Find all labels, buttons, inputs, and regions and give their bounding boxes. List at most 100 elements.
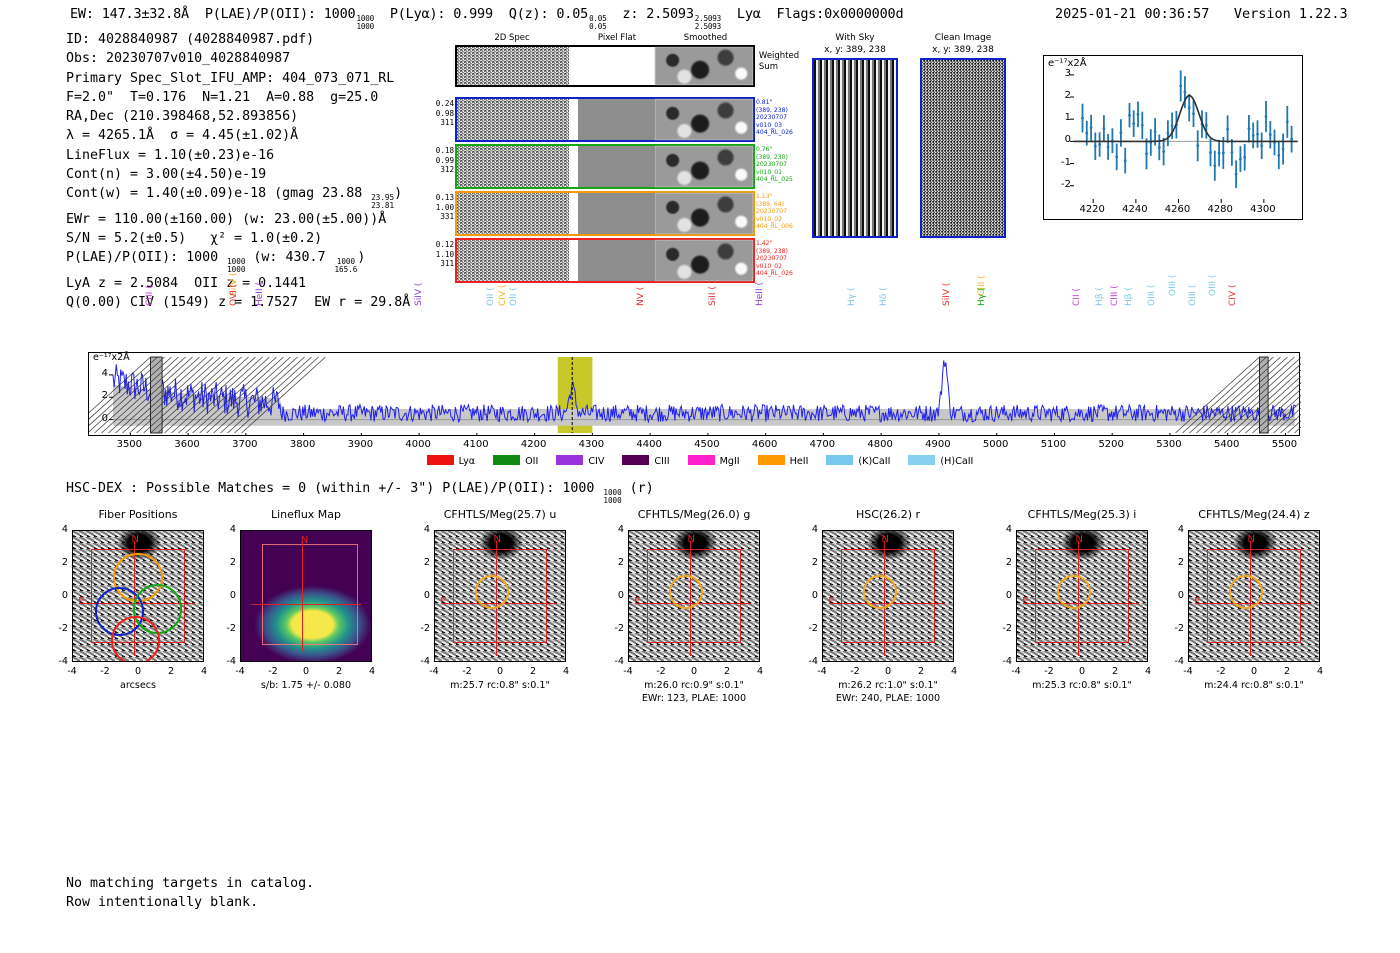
info-ewr: EWr = 110.00(±160.00) (w: 23.00(±5.00))Å bbox=[66, 211, 387, 227]
cutout-xtick: -2 bbox=[1044, 666, 1054, 677]
compass-north: N bbox=[881, 533, 889, 545]
cutout-xtick: 2 bbox=[529, 666, 537, 677]
linefit-ytick: 1 bbox=[1064, 112, 1071, 124]
cutout-caption-line1: m:25.7 rc:0.8" s:0.1" bbox=[450, 680, 550, 691]
spectrum-line-label: CIV ( bbox=[1228, 284, 1239, 306]
line-name: Lyα bbox=[736, 6, 761, 22]
cutout-caption: s/b: 1.75 +/- 0.080 bbox=[206, 680, 406, 693]
clean-image-stamp bbox=[920, 58, 1006, 238]
qz-value: 0.05 bbox=[556, 6, 589, 22]
spectrum-line-label: Hβ ( bbox=[1095, 287, 1106, 306]
legend-item: Lyα bbox=[426, 455, 475, 467]
cutout-title: CFHTLS/Meg(24.4) z bbox=[1198, 508, 1310, 521]
spectrum-line-label: OII ( bbox=[509, 287, 520, 306]
aperture-circle bbox=[475, 575, 510, 609]
with-sky-title: With Sky bbox=[835, 33, 875, 43]
exposure-smoothed bbox=[655, 240, 753, 281]
exposure-right-meta: 1.13" (389, 64) 20230707 v010_02 404_RL_006 bbox=[755, 193, 793, 231]
cutout-caption: m:26.2 rc:1.0" s:0.1" EWr: 240, PLAE: 100… bbox=[788, 680, 988, 705]
cutout-title: CFHTLS/Meg(26.0) g bbox=[637, 508, 751, 521]
info-qline: Q(0.00) CIV (1549) z = 1.7527 EW r = 29.… bbox=[66, 295, 411, 311]
fullspec-ytick: 0 bbox=[101, 412, 108, 424]
fullspec-xtick: 4800 bbox=[867, 439, 893, 450]
cutout-xtick: 0 bbox=[1250, 666, 1258, 677]
cutout-ytick: -2 bbox=[808, 623, 818, 634]
gmag-range: 23.95 23.81 bbox=[371, 193, 395, 210]
spec2d-title-smoothed: Smoothed bbox=[683, 33, 728, 43]
legend-label: CIV bbox=[588, 456, 605, 467]
exposure-right-meta: 0.81" (389, 238) 20230707 v010_03 404_RL_026 bbox=[755, 99, 793, 137]
spectrum-line-label: CIII ( bbox=[1109, 285, 1120, 306]
cutout-ytick: -4 bbox=[808, 656, 818, 667]
spectrum-line-label: Hδ ( bbox=[878, 287, 889, 306]
qz-label: Q(z): bbox=[508, 6, 549, 22]
spec2d-title-2dspec: 2D Spec bbox=[494, 33, 530, 43]
linefit-ytick: -1 bbox=[1061, 156, 1071, 168]
cutout-caption: m:26.0 rc:0.9" s:0.1" EWr: 123, PLAE: 100… bbox=[594, 680, 794, 705]
exposure-pixelflat bbox=[578, 193, 656, 234]
exposure-right-meta: 0.76" (389, 230) 20230707 v010_01 404_RL_025 bbox=[755, 146, 793, 184]
cutout-ytick: -2 bbox=[226, 623, 236, 634]
exposure-2dspec bbox=[457, 240, 570, 281]
legend-label: (H)CaII bbox=[940, 456, 974, 467]
cutout-ytick: 0 bbox=[1005, 590, 1012, 601]
legend-swatch bbox=[426, 455, 454, 465]
compass-east: E bbox=[1022, 596, 1029, 607]
aperture-circle bbox=[1057, 575, 1092, 609]
legend-label: OII bbox=[525, 456, 539, 467]
cutout-caption-line1: arcsecs bbox=[119, 680, 157, 691]
info-id: ID: 4028840987 (4028840987.pdf) bbox=[66, 32, 315, 47]
spectrum-line-label: Hγ ( bbox=[977, 287, 987, 306]
flags-value: Flags:0x0000000d bbox=[776, 6, 904, 22]
cutout-xtick: -4 bbox=[429, 666, 439, 677]
spectrum-line-label: HeII ( bbox=[754, 282, 765, 306]
report-datetime: 2025-01-21 00:36:57 bbox=[1055, 6, 1210, 22]
cutout-xtick: 0 bbox=[884, 666, 892, 677]
neighbor-source bbox=[867, 531, 912, 560]
cutout-image[interactable]: N bbox=[240, 530, 372, 662]
cutout-caption: arcsecs bbox=[38, 680, 238, 693]
fullspec-xtick: 4600 bbox=[751, 439, 778, 450]
cutout-ytick: 0 bbox=[1177, 590, 1184, 601]
z-value: 2.5093 bbox=[646, 6, 694, 22]
cutout-ytick: 2 bbox=[423, 557, 430, 568]
compass-north: N bbox=[131, 533, 139, 545]
cutout-caption-line1: m:26.2 rc:1.0" s:0.1" bbox=[838, 680, 938, 691]
compass-east: E bbox=[634, 596, 641, 607]
cutout-xtick: 4 bbox=[368, 666, 376, 677]
with-sky-image bbox=[812, 58, 898, 238]
linefit-xtick: 4260 bbox=[1164, 204, 1191, 215]
cutout-ytick: -4 bbox=[1002, 656, 1012, 667]
neighbor-source bbox=[673, 531, 718, 560]
cutout-ytick: 0 bbox=[61, 590, 68, 601]
fullspec-xtick: 5100 bbox=[1040, 439, 1067, 450]
hscdex-match-line: HSC-DEX : Possible Matches = 0 (within +… bbox=[66, 481, 654, 504]
cutout-caption-line1: m:26.0 rc:0.9" s:0.1" bbox=[644, 680, 744, 691]
footer-line-1: No matching targets in catalog. bbox=[66, 876, 315, 891]
qz-range: 0.05 0.05 bbox=[589, 13, 607, 31]
cutout-ytick: 0 bbox=[229, 590, 236, 601]
cutout-ytick: 2 bbox=[229, 557, 236, 568]
cutout-ytick: -4 bbox=[58, 656, 68, 667]
fullspec-xtick: 5500 bbox=[1271, 439, 1298, 450]
z-label: z: bbox=[622, 6, 639, 22]
cutout-xtick: -2 bbox=[850, 666, 860, 677]
cutout-xtick: 2 bbox=[167, 666, 175, 677]
fullspec-xtick: 5200 bbox=[1098, 439, 1124, 450]
header-meta: 2025-01-21 00:36:57 Version 1.22.3 bbox=[1055, 6, 1348, 22]
cutout-ytick: 4 bbox=[811, 524, 818, 535]
cutout-caption-line1: m:24.4 rc:0.8" s:0.1" bbox=[1204, 680, 1304, 691]
spectrum-line-label: SiIV ( bbox=[942, 282, 953, 306]
spectrum-line-label: NV ( bbox=[636, 286, 647, 306]
legend-item: HeII bbox=[757, 455, 808, 467]
cutout-ytick: -4 bbox=[226, 656, 236, 667]
linefit-xtick: 4300 bbox=[1250, 204, 1276, 215]
fullspec-xtick: 3500 bbox=[116, 439, 143, 450]
fullspec-xtick: 4400 bbox=[636, 439, 662, 450]
